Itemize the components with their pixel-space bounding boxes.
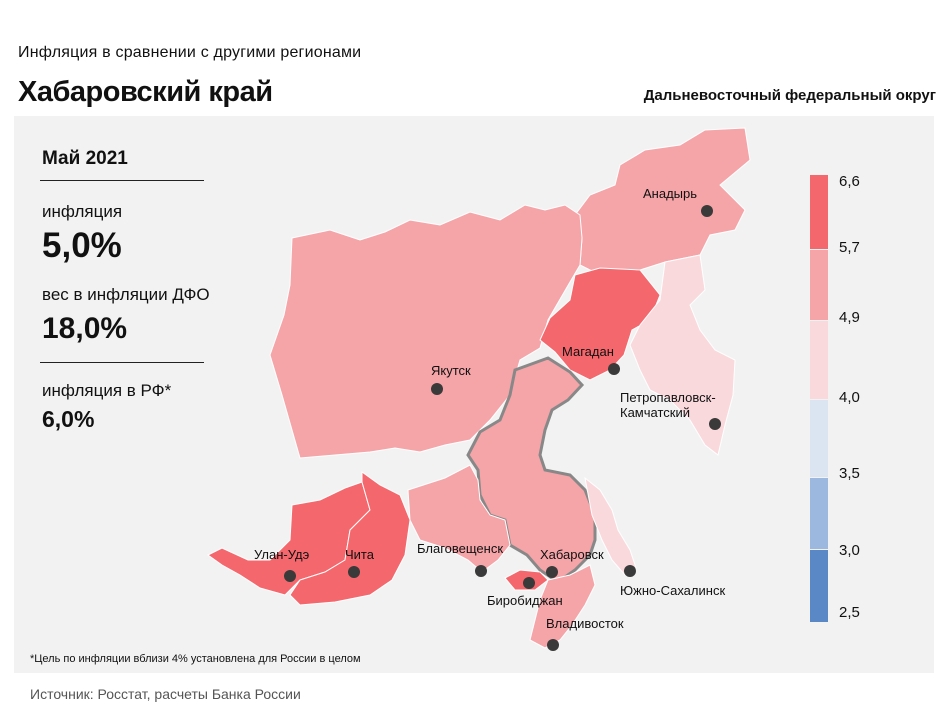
legend-label: 4,9	[839, 309, 860, 326]
city-dot-magadan	[608, 363, 620, 375]
city-label-birobidzhan: Биробиджан	[487, 593, 563, 608]
inflation-label: инфляция	[42, 202, 123, 221]
report-date: Май 2021	[42, 148, 128, 169]
legend-label: 3,0	[839, 542, 860, 559]
city-label-khabarovsk: Хабаровск	[540, 547, 604, 562]
weight-label: вес в инфляции ДФО	[42, 285, 210, 304]
region-primorye	[529, 564, 596, 649]
legend-swatch-lower	[810, 478, 828, 549]
legend-label: 2,5	[839, 604, 860, 621]
region-zabaykalsky	[289, 471, 411, 606]
city-label-petropavlovsk-1: Петропавловск-	[620, 390, 716, 405]
city-dot-yuzhno	[624, 565, 636, 577]
legend-swatch-mid	[810, 321, 828, 399]
city-dot-petropavlovsk	[709, 418, 721, 430]
city-markers	[284, 205, 721, 651]
city-dot-blagoveshchensk	[475, 565, 487, 577]
city-dot-vladivostok	[547, 639, 559, 651]
region-khabarovsk	[466, 356, 597, 584]
city-label-vladivostok: Владивосток	[546, 616, 624, 631]
page-title: Хабаровский край	[18, 76, 273, 108]
region-amur	[407, 464, 511, 573]
city-label-petropavlovsk-2: Камчатский	[620, 405, 690, 420]
rf-inflation-label: инфляция в РФ*	[42, 381, 172, 400]
region-kamchatka	[629, 254, 736, 456]
region-chukotka	[574, 127, 751, 276]
page-subtitle: Инфляция в сравнении с другими регионами	[18, 44, 362, 61]
city-label-magadan: Магадан	[562, 344, 614, 359]
inflation-value: 5,0%	[42, 226, 122, 265]
legend-swatch-high	[810, 175, 828, 249]
legend-swatch-low	[810, 400, 828, 477]
city-label-anadyr: Анадырь	[643, 186, 697, 201]
source-note: Источник: Росстат, расчеты Банка России	[30, 686, 301, 702]
city-label-blagoveshchensk: Благовещенск	[417, 541, 503, 556]
rf-inflation-value: 6,0%	[42, 406, 95, 432]
city-label-chita: Чита	[345, 547, 375, 562]
city-dot-yakutsk	[431, 383, 443, 395]
region-yakutia	[269, 204, 583, 459]
weight-value: 18,0%	[42, 312, 128, 345]
district-label: Дальневосточный федеральный округ	[643, 87, 936, 104]
city-dot-anadyr	[701, 205, 713, 217]
legend-swatch-upper	[810, 250, 828, 320]
region-sakhalin	[584, 476, 637, 576]
city-dot-ulanude	[284, 570, 296, 582]
city-label-ulanude: Улан-Удэ	[254, 547, 310, 562]
divider	[40, 180, 204, 181]
city-label-yuzhno: Южно-Сахалинск	[620, 583, 725, 598]
legend-label: 4,0	[839, 389, 860, 406]
city-label-yakutsk: Якутск	[431, 363, 471, 378]
legend-label: 5,7	[839, 239, 860, 256]
city-dot-khabarovsk	[546, 566, 558, 578]
legend-label: 6,6	[839, 173, 860, 190]
city-dot-chita	[348, 566, 360, 578]
legend-swatch-lowest	[810, 550, 828, 622]
city-dot-birobidzhan	[523, 577, 535, 589]
divider	[40, 362, 204, 363]
footnote: *Цель по инфляции вблизи 4% установлена …	[30, 653, 361, 665]
legend-label: 3,5	[839, 465, 860, 482]
